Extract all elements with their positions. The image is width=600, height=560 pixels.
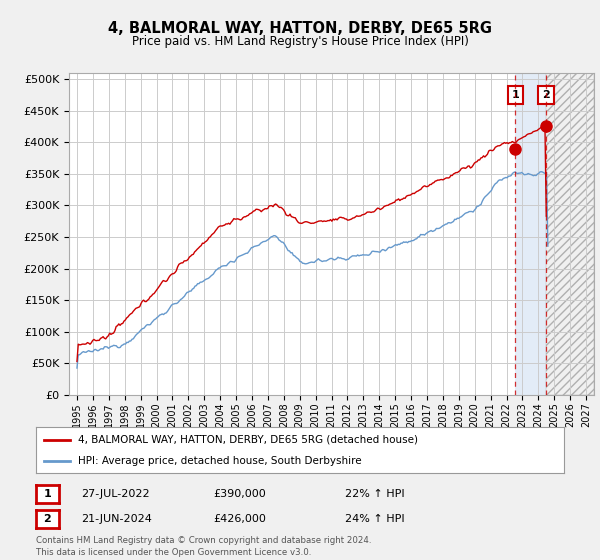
- Text: 24% ↑ HPI: 24% ↑ HPI: [345, 514, 404, 524]
- Text: 27-JUL-2022: 27-JUL-2022: [81, 489, 149, 499]
- Text: £390,000: £390,000: [213, 489, 266, 499]
- Text: 2: 2: [542, 90, 550, 100]
- Text: HPI: Average price, detached house, South Derbyshire: HPI: Average price, detached house, Sout…: [78, 456, 362, 466]
- Text: £426,000: £426,000: [213, 514, 266, 524]
- Bar: [546, 73, 594, 395]
- Text: 1: 1: [512, 90, 519, 100]
- Bar: [515, 73, 546, 395]
- Text: 1: 1: [44, 489, 51, 499]
- Text: 22% ↑ HPI: 22% ↑ HPI: [345, 489, 404, 499]
- Text: Contains HM Land Registry data © Crown copyright and database right 2024.
This d: Contains HM Land Registry data © Crown c…: [36, 536, 371, 557]
- Text: 4, BALMORAL WAY, HATTON, DERBY, DE65 5RG (detached house): 4, BALMORAL WAY, HATTON, DERBY, DE65 5RG…: [78, 435, 418, 445]
- Text: 4, BALMORAL WAY, HATTON, DERBY, DE65 5RG: 4, BALMORAL WAY, HATTON, DERBY, DE65 5RG: [108, 21, 492, 36]
- Text: 21-JUN-2024: 21-JUN-2024: [81, 514, 152, 524]
- Text: Price paid vs. HM Land Registry's House Price Index (HPI): Price paid vs. HM Land Registry's House …: [131, 35, 469, 48]
- Text: 2: 2: [44, 514, 51, 524]
